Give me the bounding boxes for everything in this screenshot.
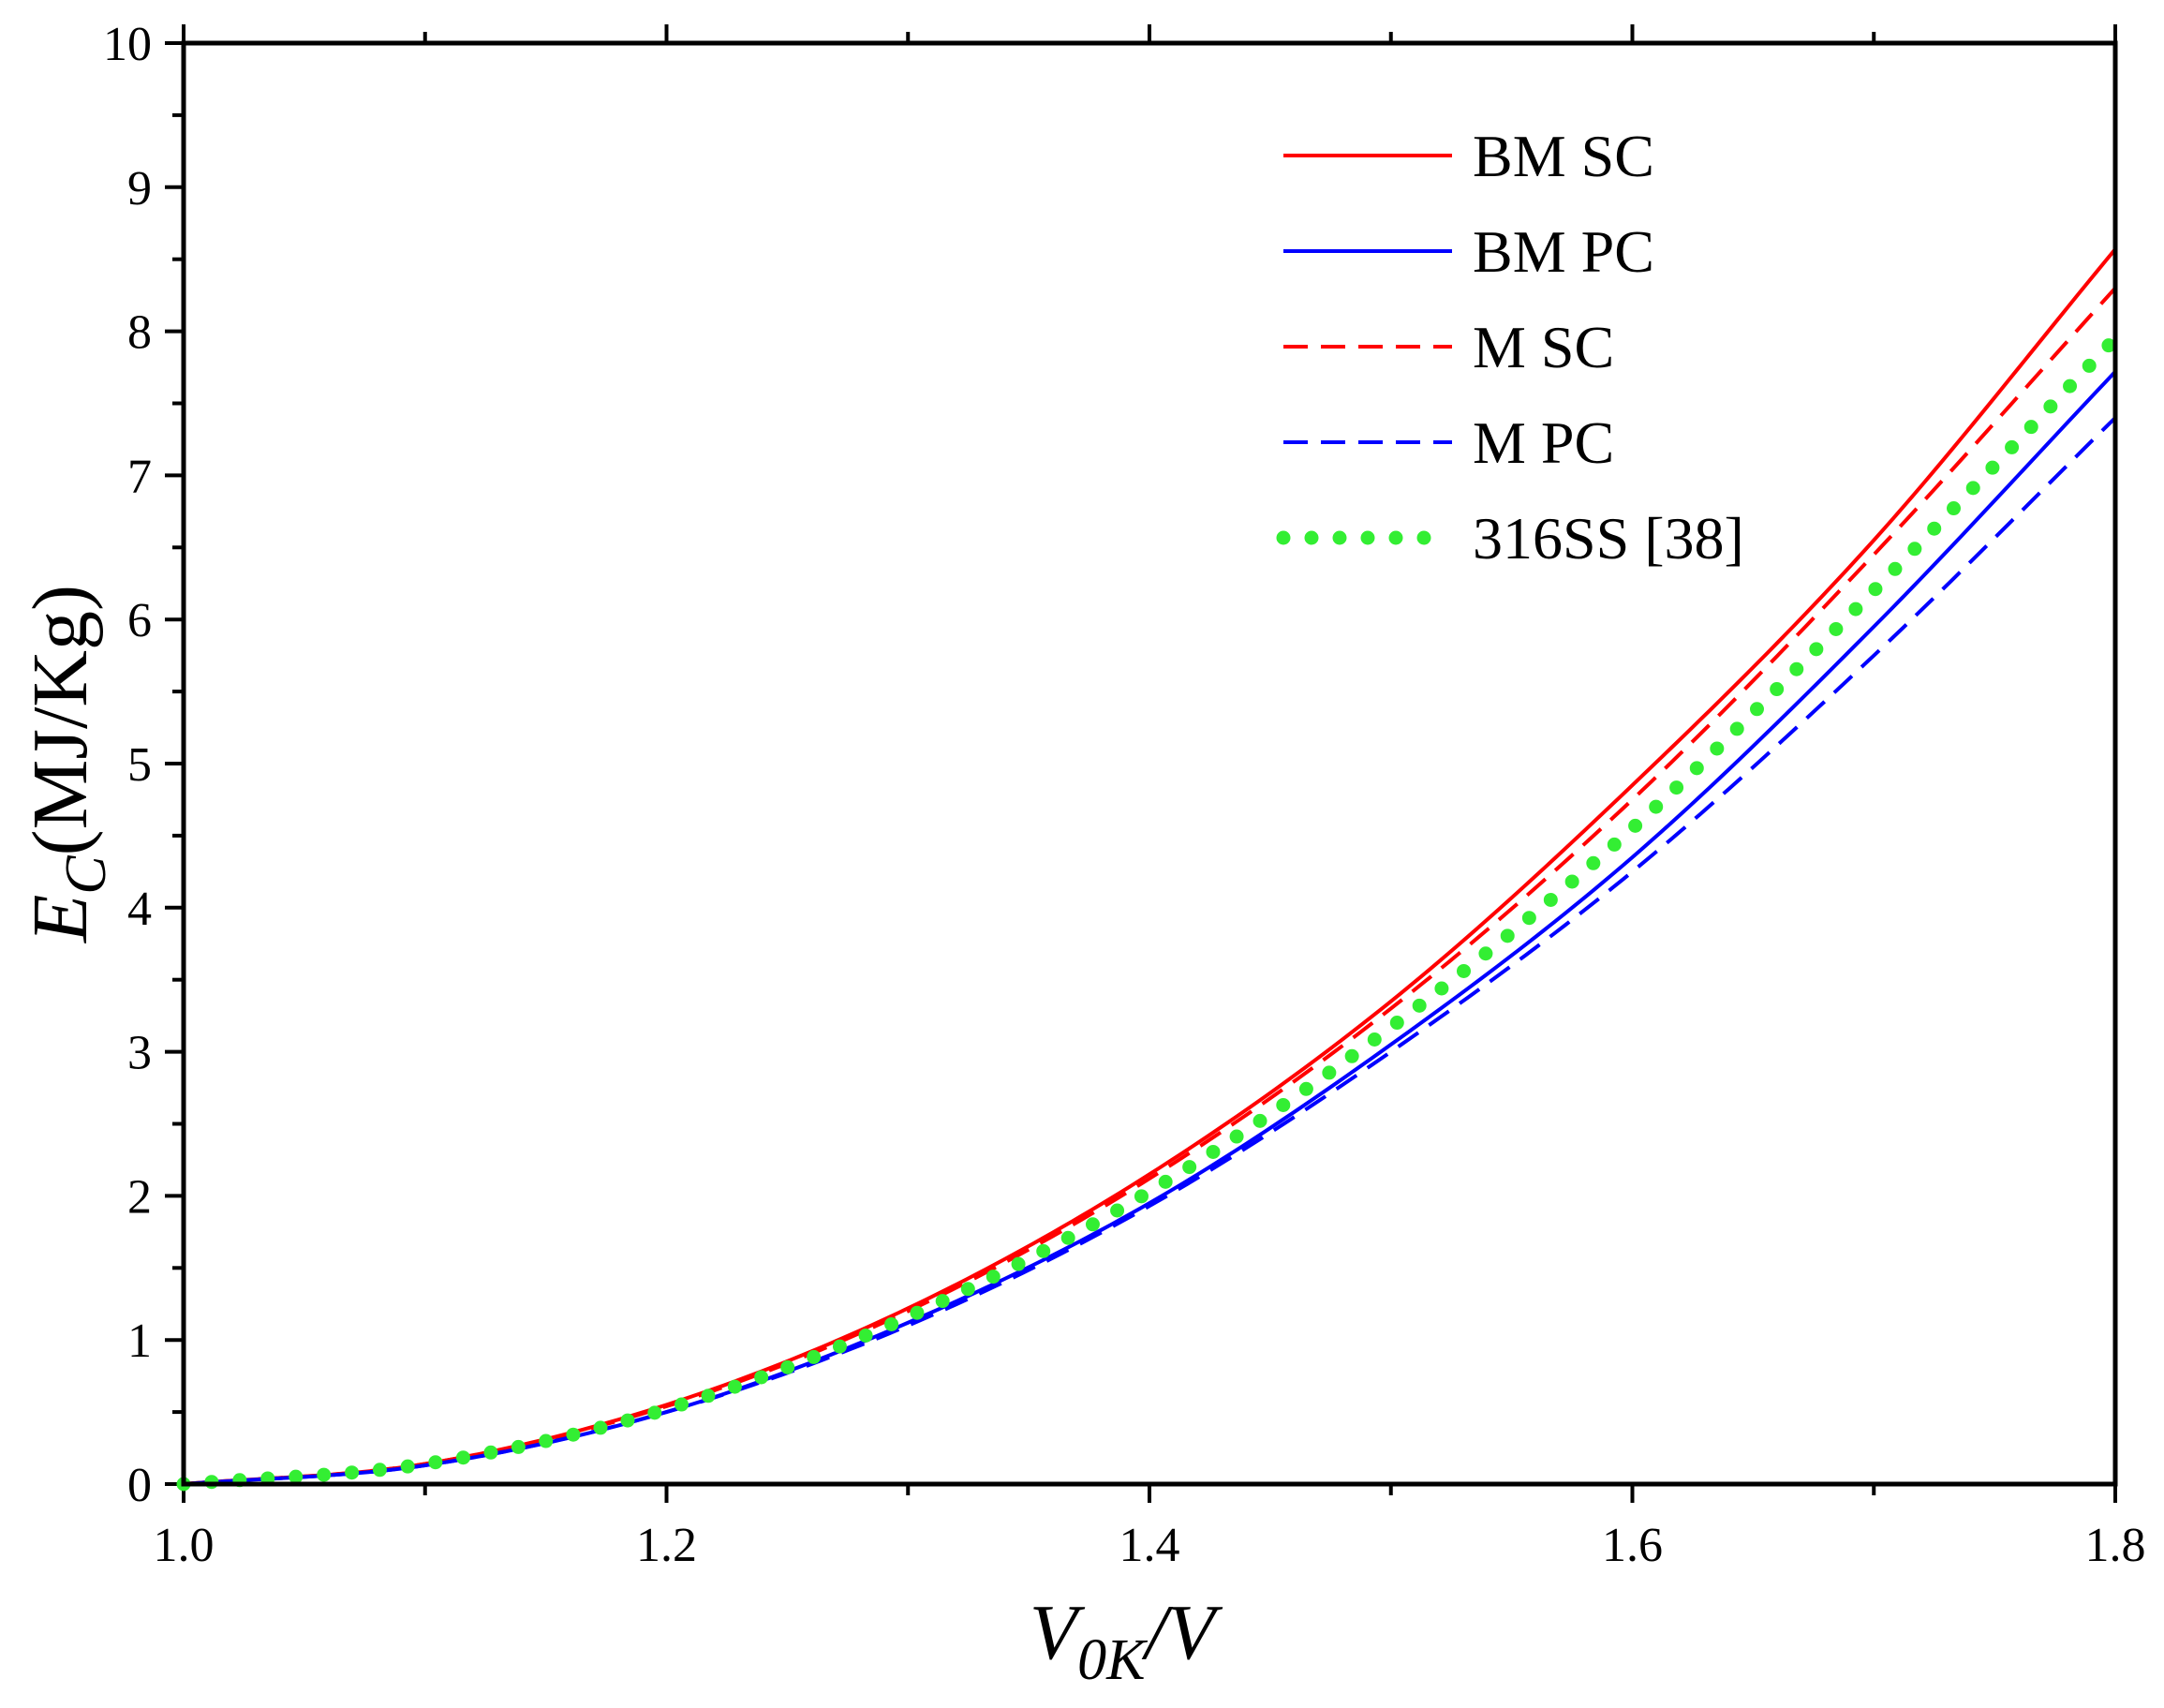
y-tick-label: 10 bbox=[103, 18, 152, 71]
legend-label: BM SC bbox=[1473, 123, 1654, 189]
x-axis-label-main: V bbox=[1030, 1589, 1086, 1676]
y-tick-label: 3 bbox=[127, 1027, 152, 1080]
legend-label: BM PC bbox=[1473, 218, 1654, 285]
y-axis-label-sub: C bbox=[54, 855, 118, 895]
tick-labels: 1.0 1.2 1.4 1.6 1.8 0 1 2 3 4 5 6 7 8 9 10 bbox=[103, 18, 2146, 1572]
x-axis-label: V0K/V bbox=[1030, 1589, 1223, 1692]
legend-label: M PC bbox=[1473, 409, 1614, 476]
series-line-bm-pc bbox=[183, 370, 2117, 1486]
y-tick-label: 0 bbox=[127, 1459, 152, 1512]
y-tick-label: 2 bbox=[127, 1170, 152, 1224]
legend-label: M SC bbox=[1473, 314, 1614, 380]
plot-frame bbox=[181, 40, 2118, 1487]
series-line-bm-sc bbox=[183, 247, 2117, 1486]
series-line-m-pc bbox=[183, 416, 2117, 1486]
y-tick-label: 7 bbox=[127, 450, 152, 503]
y-tick-label: 4 bbox=[127, 883, 152, 936]
y-axis-label-main: E bbox=[17, 895, 104, 943]
legend: BM SC BM PC M SC M PC 316SS [38] bbox=[1276, 123, 1744, 572]
y-tick-label: 1 bbox=[127, 1314, 152, 1368]
y-tick-label: 5 bbox=[127, 738, 152, 792]
x-axis-label-sub: 0K bbox=[1077, 1628, 1149, 1692]
y-tick-label: 9 bbox=[127, 162, 152, 215]
x-tick-label: 1.4 bbox=[1119, 1519, 1180, 1572]
y-axis-label: EC(MJ/Kg) bbox=[17, 585, 118, 943]
legend-label: 316SS [38] bbox=[1473, 505, 1744, 572]
series-line-m-sc bbox=[183, 287, 2117, 1486]
series-lines bbox=[176, 247, 2123, 1492]
x-tick-label: 1.0 bbox=[154, 1519, 215, 1572]
series-line-316ss-38 bbox=[176, 331, 2123, 1492]
x-tick-label: 1.6 bbox=[1602, 1519, 1663, 1572]
axis-ticks bbox=[165, 24, 2117, 1503]
x-axis-label-rest: /V bbox=[1142, 1589, 1223, 1676]
y-tick-label: 8 bbox=[127, 306, 152, 360]
y-axis-label-rest: (MJ/Kg) bbox=[17, 585, 104, 855]
x-tick-label: 1.2 bbox=[636, 1519, 697, 1572]
x-tick-label: 1.8 bbox=[2085, 1519, 2146, 1572]
y-tick-label: 6 bbox=[127, 594, 152, 647]
